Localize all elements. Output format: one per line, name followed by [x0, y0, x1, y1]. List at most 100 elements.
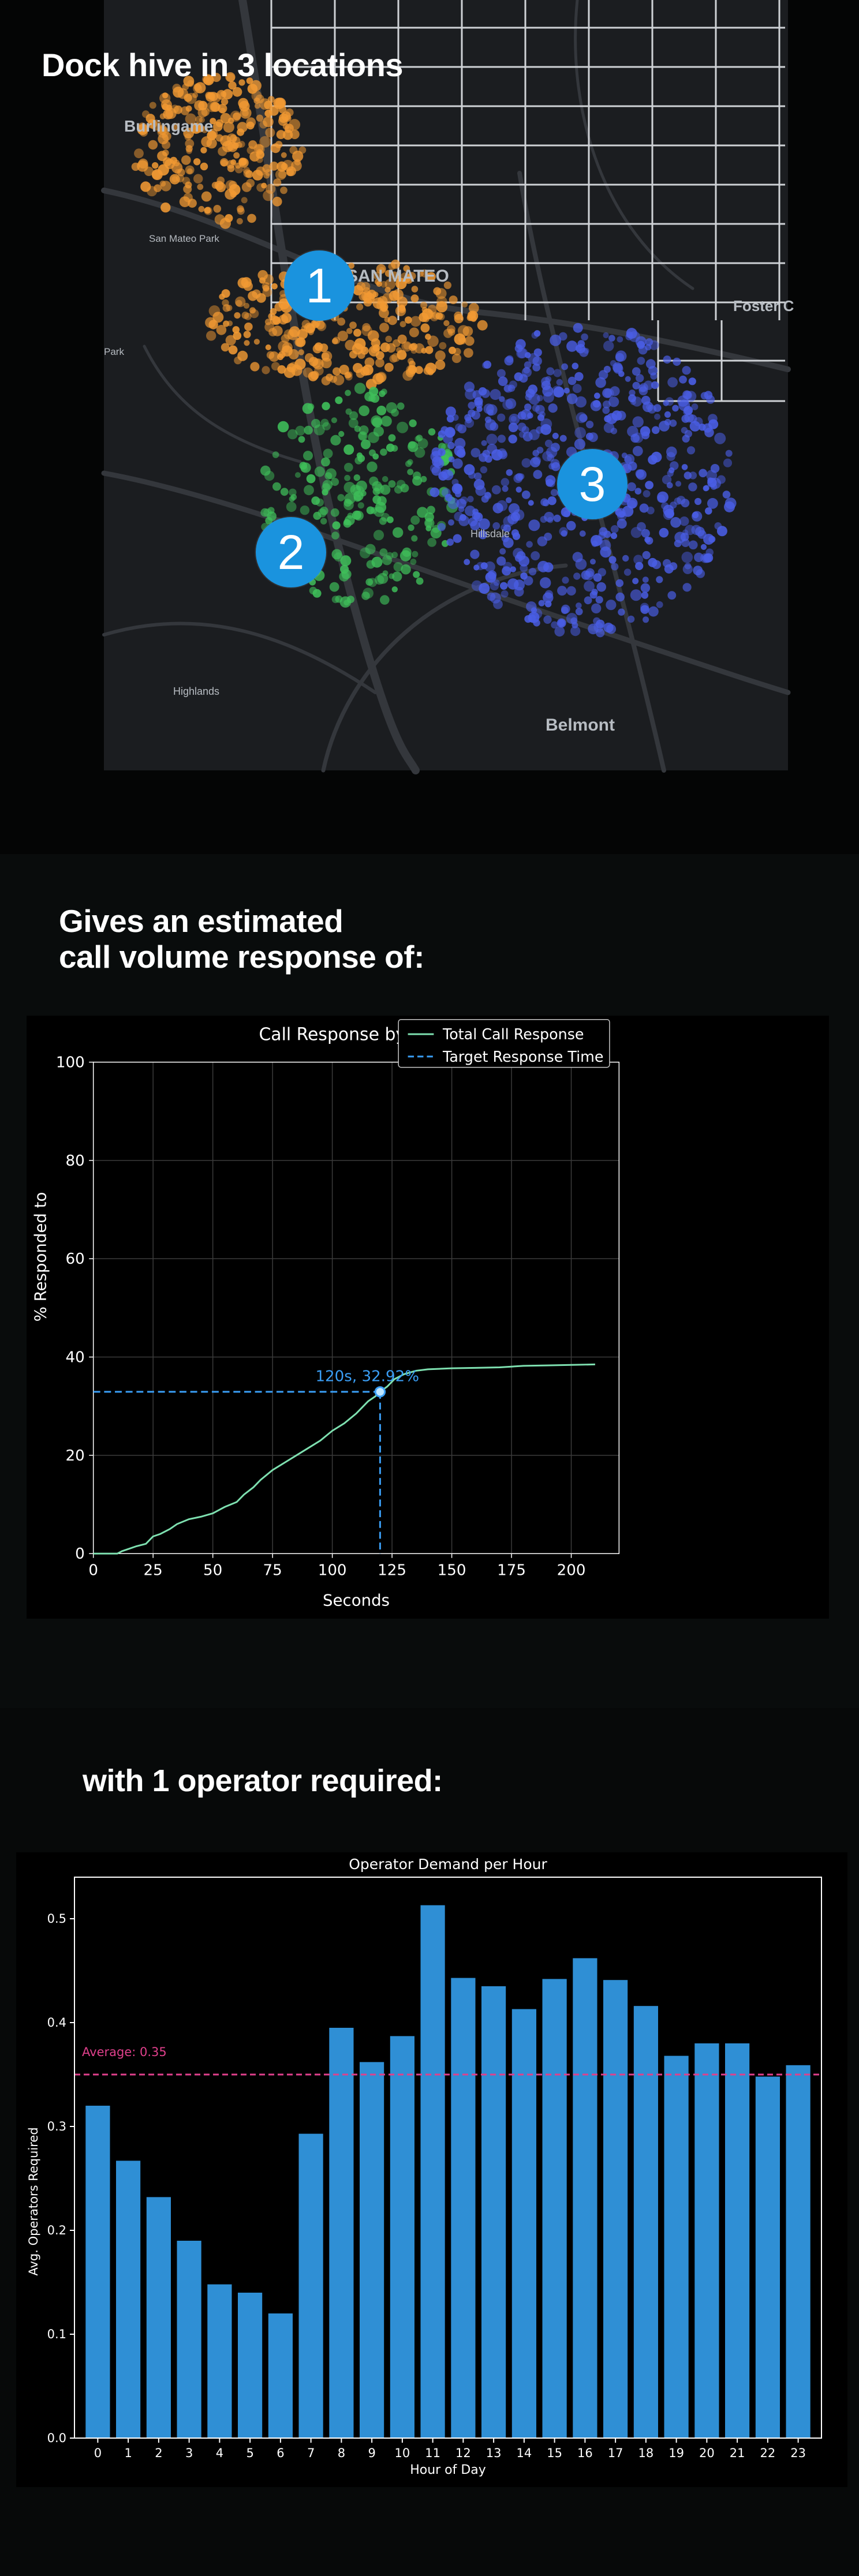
- target-annotation: 120s, 32.92%: [315, 1368, 419, 1385]
- series-line-total-call-response: [93, 1363, 595, 1555]
- location-marker-1[interactable]: 1: [284, 250, 354, 321]
- place-label: Belmont: [546, 716, 615, 735]
- x-tick-label: 2: [155, 2446, 162, 2460]
- bar-hour-6: [268, 2313, 293, 2438]
- demand-panel: with 1 operator required: Operator Deman…: [0, 1708, 859, 2576]
- bar-hour-21: [725, 2043, 750, 2438]
- plot-frame: [92, 1061, 620, 1555]
- x-axis-label: Hour of Day: [410, 2463, 486, 2477]
- x-tick-label: 175: [497, 1562, 526, 1579]
- bar-hour-20: [694, 2043, 719, 2438]
- x-tick-label: 20: [699, 2446, 715, 2460]
- bar-hour-12: [451, 1978, 476, 2438]
- y-tick-label: 0.2: [47, 2223, 66, 2237]
- legend-label: Target Response Time: [442, 1048, 603, 1065]
- demand-heading: with 1 operator required:: [83, 1763, 443, 1798]
- x-tick-label: 3: [185, 2446, 193, 2460]
- response-heading-line1: Gives an estimated: [59, 903, 343, 939]
- x-tick-label: 6: [277, 2446, 284, 2460]
- x-tick-label: 200: [557, 1562, 586, 1579]
- bar-hour-5: [238, 2293, 263, 2438]
- x-tick-label: 22: [760, 2446, 776, 2460]
- x-tick-label: 21: [730, 2446, 745, 2460]
- place-label: SAN MATEO: [346, 267, 449, 286]
- bar-hour-23: [786, 2065, 811, 2438]
- x-tick-label: 19: [668, 2446, 684, 2460]
- y-tick-label: 0.1: [47, 2327, 66, 2341]
- y-tick-label: 0.5: [47, 1912, 66, 1926]
- bar-hour-2: [146, 2197, 171, 2438]
- bar-hour-3: [177, 2241, 201, 2438]
- place-label: Foster C: [733, 297, 794, 314]
- response-chart-card: Call Response by Time Seconds % Responde…: [27, 1016, 829, 1619]
- x-tick-label: 23: [790, 2446, 806, 2460]
- x-tick-label: 11: [425, 2446, 440, 2460]
- x-tick-label: 4: [216, 2446, 223, 2460]
- x-tick-label: 1: [124, 2446, 132, 2460]
- x-tick-label: 16: [577, 2446, 593, 2460]
- bar-hour-22: [755, 2076, 780, 2438]
- x-tick-label: 125: [378, 1562, 406, 1579]
- place-label: Park: [104, 346, 124, 357]
- x-tick-label: 17: [608, 2446, 623, 2460]
- response-heading-line2: call volume response of:: [59, 938, 424, 975]
- bar-hour-11: [420, 1905, 445, 2438]
- x-tick-label: 100: [318, 1562, 347, 1579]
- average-label: Average: 0.35: [82, 2045, 167, 2059]
- bar-hour-10: [390, 2036, 414, 2438]
- bar-hour-14: [511, 2009, 536, 2438]
- bar-hour-17: [603, 1980, 628, 2438]
- place-label: Burlingame: [124, 117, 214, 135]
- x-tick-label: 9: [368, 2446, 375, 2460]
- x-tick-label: 12: [455, 2446, 471, 2460]
- y-tick-label: 80: [66, 1152, 85, 1170]
- y-axis-label: Avg. Operators Required: [27, 2127, 40, 2275]
- x-tick-label: 13: [486, 2446, 502, 2460]
- bar-hour-8: [329, 2028, 354, 2438]
- operator-demand-chart: Operator Demand per Hour Hour of Day Avg…: [27, 1856, 822, 2477]
- x-tick-label: 150: [438, 1562, 466, 1579]
- coverage-map: [101, 0, 791, 774]
- bar-hour-19: [664, 2055, 689, 2438]
- x-axis-label: Seconds: [323, 1591, 390, 1610]
- y-tick-label: 0.0: [47, 2431, 66, 2445]
- legend-label: Total Call Response: [442, 1025, 584, 1043]
- bar-hour-4: [207, 2284, 232, 2438]
- chart-title: Operator Demand per Hour: [349, 1856, 547, 1873]
- y-tick-label: 100: [56, 1054, 85, 1072]
- y-axis-label: % Responded to: [31, 1192, 50, 1322]
- bar-hour-0: [85, 2106, 110, 2438]
- y-tick-label: 0.3: [47, 2120, 66, 2133]
- location-marker-3[interactable]: 3: [557, 449, 628, 519]
- target-point: [374, 1386, 386, 1398]
- map-heading: Dock hive in 3 locations: [42, 47, 403, 83]
- x-tick-label: 18: [638, 2446, 654, 2460]
- place-label: Highlands: [173, 686, 220, 697]
- y-tick-label: 40: [66, 1349, 85, 1366]
- bar-hour-7: [298, 2133, 323, 2438]
- bar-hour-13: [481, 1986, 506, 2438]
- map-panel: Dock hive in 3 locations Burlingame San …: [0, 0, 859, 854]
- x-tick-label: 5: [246, 2446, 253, 2460]
- x-tick-label: 8: [338, 2446, 345, 2460]
- bar-hour-9: [360, 2062, 384, 2438]
- x-tick-label: 0: [94, 2446, 102, 2460]
- demand-chart-card: Operator Demand per Hour Hour of Day Avg…: [16, 1852, 847, 2487]
- x-tick-label: 25: [144, 1562, 163, 1579]
- y-tick-label: 0.4: [47, 2016, 66, 2030]
- response-heading: Gives an estimated call volume response …: [59, 903, 424, 975]
- x-tick-label: 10: [395, 2446, 410, 2460]
- x-tick-label: 0: [88, 1562, 98, 1579]
- bar-hour-1: [116, 2161, 141, 2438]
- bar-hour-16: [573, 1958, 597, 2438]
- bar-hour-15: [542, 1979, 567, 2438]
- x-tick-label: 14: [517, 2446, 532, 2460]
- x-tick-label: 50: [203, 1562, 222, 1579]
- y-tick-label: 0: [75, 1545, 85, 1563]
- chart-legend: Total Call Response Target Response Time: [398, 1019, 610, 1068]
- call-response-chart: Call Response by Time Seconds % Responde…: [31, 1019, 620, 1610]
- x-tick-label: 7: [307, 2446, 315, 2460]
- location-marker-2[interactable]: 2: [256, 517, 326, 587]
- x-tick-label: 15: [547, 2446, 562, 2460]
- place-label: Hillsdale: [470, 528, 510, 540]
